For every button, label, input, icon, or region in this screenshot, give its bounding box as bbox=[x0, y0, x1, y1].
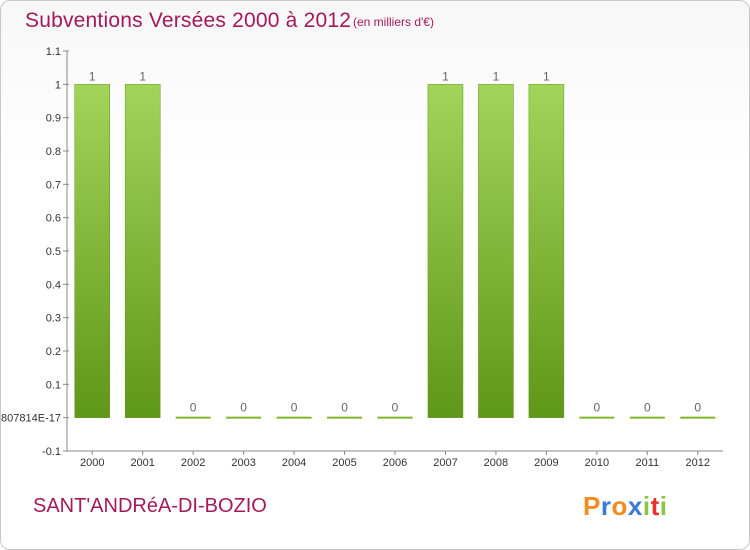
bar bbox=[377, 416, 413, 419]
bar-value-label: 0 bbox=[644, 401, 651, 415]
bar bbox=[327, 416, 363, 419]
bar-value-label: 0 bbox=[341, 401, 348, 415]
x-tick-label: 2004 bbox=[282, 457, 306, 469]
x-tick-label: 2008 bbox=[484, 457, 508, 469]
axes: -0.1 1.3877787807814E-17 0.1 0.2 0.3 0.4 0.5 0.… bbox=[1, 46, 723, 469]
bar-value-label: 1 bbox=[442, 69, 449, 83]
y-tick-label: 1 bbox=[55, 79, 61, 91]
y-tick-label: 0.8 bbox=[46, 146, 61, 158]
y-tick-label: 0.9 bbox=[46, 113, 61, 125]
logo-letter: r bbox=[600, 491, 612, 521]
x-tick-label: 2000 bbox=[80, 457, 104, 469]
bar-value-label: 0 bbox=[190, 401, 197, 415]
bar bbox=[175, 416, 211, 419]
x-tick-label: 2009 bbox=[534, 457, 558, 469]
bar-value-label: 0 bbox=[392, 401, 399, 415]
bar bbox=[629, 416, 665, 419]
x-tick-label: 2006 bbox=[383, 457, 407, 469]
bar-value-label: 1 bbox=[493, 69, 500, 83]
bar-value-label: 1 bbox=[89, 69, 96, 83]
chart-title: Subventions Versées 2000 à 2012 bbox=[25, 9, 352, 32]
y-tick-label: 1.3877787807814E-17 bbox=[1, 413, 61, 425]
bar bbox=[579, 416, 615, 419]
logo-letter: t bbox=[650, 491, 660, 521]
logo-letter: o bbox=[611, 491, 628, 521]
logo-letter: i bbox=[642, 491, 651, 521]
y-tick-label: 0.2 bbox=[46, 346, 61, 358]
x-tick-label: 2003 bbox=[231, 457, 255, 469]
commune-name: SANT'ANDRéA-DI-BOZIO bbox=[33, 495, 267, 517]
x-tick-label: 2010 bbox=[585, 457, 609, 469]
data-labels: 1 1 0 0 0 0 0 1 1 1 0 0 0 bbox=[89, 69, 702, 414]
bar bbox=[124, 84, 161, 418]
y-tick-label: -0.1 bbox=[42, 446, 61, 458]
bar-value-label: 0 bbox=[291, 401, 298, 415]
x-tick-label: 2002 bbox=[181, 457, 205, 469]
y-tick-label: 0.6 bbox=[46, 213, 61, 225]
bar bbox=[427, 84, 464, 418]
x-tick-label: 2011 bbox=[635, 457, 659, 469]
chart-unit: (en milliers d'€) bbox=[353, 15, 434, 29]
x-tick-label: 2007 bbox=[433, 457, 457, 469]
y-tick-label: 1.1 bbox=[46, 46, 61, 58]
bar bbox=[226, 416, 262, 419]
y-tick-label: 0.7 bbox=[46, 179, 61, 191]
logo-letter: P bbox=[583, 491, 601, 521]
bar-value-label: 0 bbox=[694, 401, 701, 415]
bar bbox=[74, 84, 110, 418]
bar bbox=[276, 416, 312, 419]
bars bbox=[74, 84, 716, 419]
logo-letter: x bbox=[627, 491, 643, 521]
bar bbox=[478, 84, 514, 418]
bar-value-label: 0 bbox=[594, 401, 601, 415]
bar-value-label: 0 bbox=[240, 401, 247, 415]
logo-letter: i bbox=[659, 491, 668, 521]
x-tick-label: 2012 bbox=[686, 457, 710, 469]
x-tick-label: 2005 bbox=[332, 457, 356, 469]
bar-value-label: 1 bbox=[139, 69, 146, 83]
y-tick-label: 0.1 bbox=[46, 379, 61, 391]
y-tick-label: 0.4 bbox=[46, 279, 61, 291]
bar-value-label: 1 bbox=[543, 69, 550, 83]
proxiti-logo: Proxiti bbox=[583, 491, 667, 522]
bar bbox=[680, 416, 716, 419]
y-tick-label: 0.5 bbox=[46, 246, 61, 258]
y-tick-label: 0.3 bbox=[46, 313, 61, 325]
x-tick-label: 2001 bbox=[130, 457, 154, 469]
bar bbox=[528, 84, 565, 418]
